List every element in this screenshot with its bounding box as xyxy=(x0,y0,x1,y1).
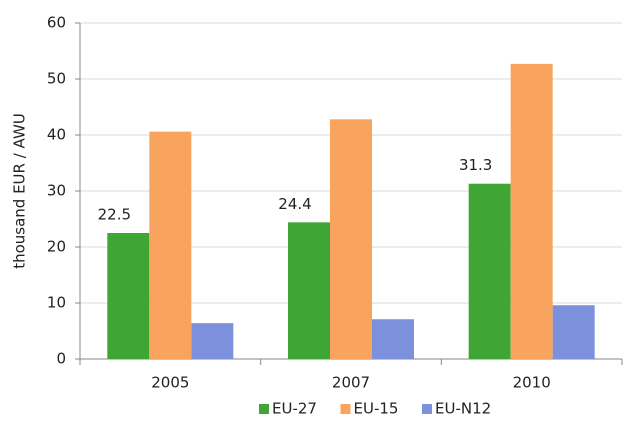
y-tick-label: 20 xyxy=(47,238,66,256)
bar xyxy=(510,63,553,359)
data-label: 31.3 xyxy=(459,156,492,174)
y-tick-label: 10 xyxy=(47,294,66,312)
y-tick-label: 40 xyxy=(47,126,66,144)
legend-label: EU-N12 xyxy=(435,400,491,418)
x-tick-label: 2005 xyxy=(151,374,189,392)
bar xyxy=(330,119,372,359)
legend-swatch xyxy=(259,404,269,414)
bar xyxy=(552,305,595,359)
y-axis-title: thousand EUR / AWU xyxy=(11,113,29,269)
y-tick-label: 30 xyxy=(47,182,66,200)
y-tick-label: 60 xyxy=(47,14,66,32)
data-label: 22.5 xyxy=(98,206,131,224)
legend-label: EU-27 xyxy=(272,400,317,418)
bar xyxy=(468,183,511,359)
legend-swatch xyxy=(340,404,351,414)
x-tick-label: 2007 xyxy=(332,374,370,392)
data-label: 24.4 xyxy=(278,195,311,213)
bar xyxy=(372,319,414,359)
x-tick-label: 2010 xyxy=(513,374,551,392)
bar xyxy=(288,222,330,359)
bar xyxy=(149,131,192,359)
bar xyxy=(191,323,234,359)
y-tick-label: 0 xyxy=(56,350,66,368)
legend-label: EU-15 xyxy=(354,400,399,418)
bar xyxy=(107,233,150,359)
y-tick-label: 50 xyxy=(47,70,66,88)
legend-swatch xyxy=(422,404,432,414)
